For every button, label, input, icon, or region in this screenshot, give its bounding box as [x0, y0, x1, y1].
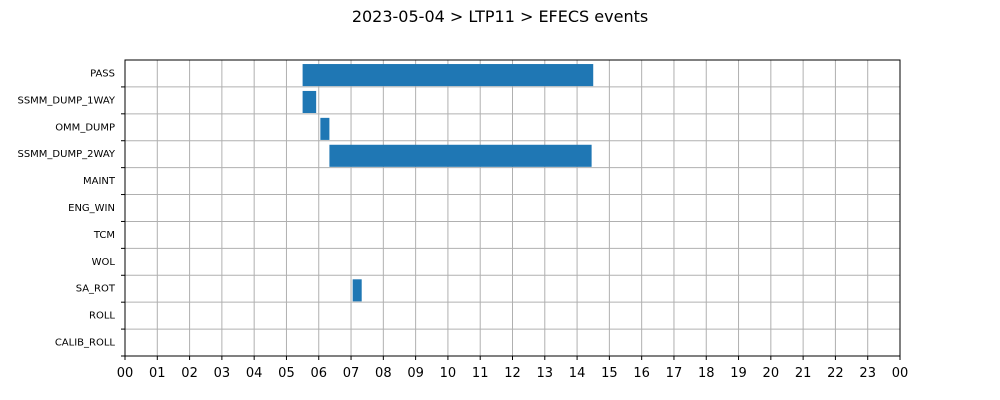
- x-tick-label: 14: [569, 366, 586, 381]
- y-tick-label: ENG_WIN: [68, 203, 115, 214]
- x-tick-label: 06: [310, 366, 327, 381]
- event-bar-ssmm-dump-2way: [329, 144, 592, 167]
- x-tick-label: 11: [472, 366, 489, 381]
- x-tick-label: 19: [730, 366, 747, 381]
- x-tick-label: 12: [504, 366, 521, 381]
- x-tick-label: 17: [666, 366, 683, 381]
- y-tick-label: SSMM_DUMP_1WAY: [17, 95, 115, 106]
- x-tick-label: 16: [633, 366, 650, 381]
- x-tick-label: 00: [892, 366, 909, 381]
- x-tick-label: 09: [407, 366, 424, 381]
- event-bar-ssmm-dump-1way: [302, 90, 317, 114]
- x-tick-label: 04: [246, 366, 263, 381]
- grid: [124, 60, 901, 356]
- x-tick-label: 10: [440, 366, 457, 381]
- y-tick-label: PASS: [90, 68, 115, 79]
- x-axis-ticks: 00 01 02 03 04 05 06 07 08 09 10 11 12 13 14 15 16 17 18 19…: [117, 356, 909, 381]
- x-tick-label: 21: [795, 366, 812, 381]
- y-tick-label: CALIB_ROLL: [55, 338, 116, 349]
- y-tick-label: ROLL: [89, 311, 115, 322]
- x-tick-label: 20: [763, 366, 780, 381]
- y-tick-label: SA_ROT: [76, 284, 116, 295]
- x-tick-label: 03: [214, 366, 231, 381]
- x-tick-label: 07: [343, 366, 360, 381]
- x-tick-label: 00: [117, 366, 134, 381]
- x-tick-label: 01: [149, 366, 166, 381]
- x-tick-label: 18: [698, 366, 715, 381]
- x-tick-label: 22: [827, 366, 844, 381]
- x-tick-label: 05: [278, 366, 295, 381]
- y-axis-ticks: PASS SSMM_DUMP_1WAY OMM_DUMP SSMM_DUMP_2WAY…: [17, 68, 125, 357]
- event-bar-pass: [302, 64, 594, 87]
- event-bar-sa-rot: [352, 279, 362, 302]
- event-bars: [302, 64, 594, 302]
- y-tick-label: MAINT: [83, 176, 116, 187]
- y-tick-label: OMM_DUMP: [55, 122, 115, 133]
- x-tick-label: 15: [601, 366, 618, 381]
- x-tick-label: 02: [181, 366, 198, 381]
- x-tick-label: 23: [859, 366, 876, 381]
- event-bar-omm-dump: [320, 117, 330, 140]
- chart-title: 2023-05-04 > LTP11 > EFECS events: [352, 7, 648, 26]
- y-tick-label: TCM: [93, 230, 115, 241]
- x-tick-label: 08: [375, 366, 392, 381]
- y-tick-label: WOL: [92, 257, 116, 268]
- y-tick-label: SSMM_DUMP_2WAY: [17, 149, 115, 160]
- x-tick-label: 13: [537, 366, 554, 381]
